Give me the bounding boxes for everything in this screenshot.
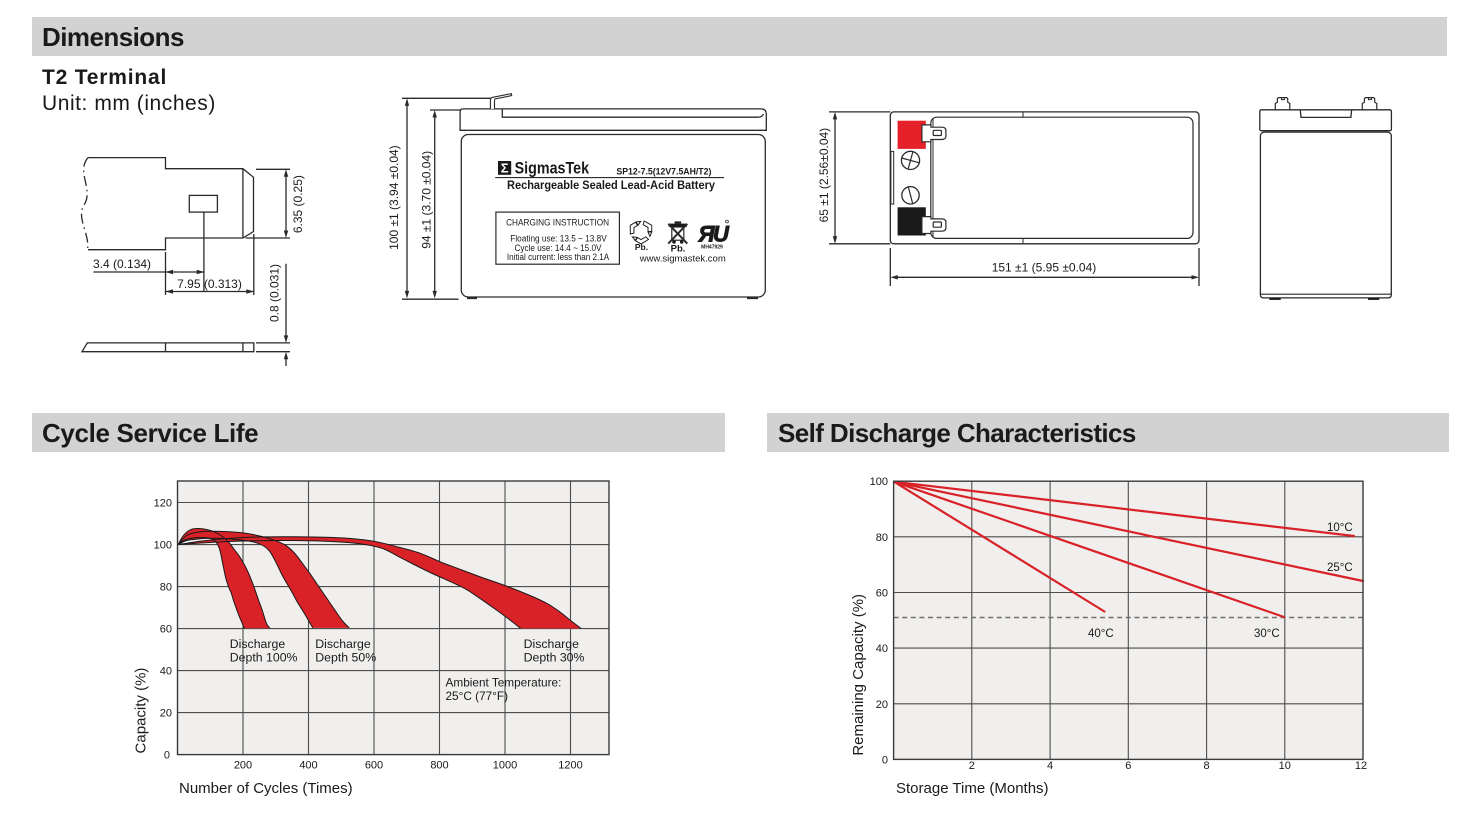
svg-text:100 ±1 (3.94 ±0.04): 100 ±1 (3.94 ±0.04) xyxy=(387,145,401,250)
svg-text:1000: 1000 xyxy=(493,760,517,772)
svg-text:200: 200 xyxy=(234,760,252,772)
svg-text:Depth 100%: Depth 100% xyxy=(230,651,298,665)
svg-text:Cycle use: 14.4 ~ 15.0V: Cycle use: 14.4 ~ 15.0V xyxy=(515,243,602,253)
svg-text:40: 40 xyxy=(876,643,888,655)
svg-text:Rechargeable Sealed Lead-Acid: Rechargeable Sealed Lead-Acid Battery xyxy=(507,180,716,192)
svg-text:3.4 (0.134): 3.4 (0.134) xyxy=(93,257,151,271)
svg-text:10°C: 10°C xyxy=(1327,522,1353,534)
svg-text:Remaining Capacity (%): Remaining Capacity (%) xyxy=(850,594,867,756)
svg-text:100: 100 xyxy=(870,476,888,488)
svg-text:20: 20 xyxy=(160,708,172,720)
svg-text:Discharge: Discharge xyxy=(524,637,580,651)
svg-text:Discharge: Discharge xyxy=(315,637,371,651)
svg-text:2: 2 xyxy=(969,760,975,772)
svg-text:Storage Time (Months): Storage Time (Months) xyxy=(896,780,1049,797)
svg-text:6.35 (0.25): 6.35 (0.25) xyxy=(291,175,305,233)
svg-text:100: 100 xyxy=(154,540,172,552)
svg-text:Depth 30%: Depth 30% xyxy=(524,651,585,665)
svg-text:Number of Cycles (Times): Number of Cycles (Times) xyxy=(179,780,353,797)
svg-text:Σ: Σ xyxy=(501,161,509,176)
svg-text:151 ±1 (5.95 ±0.04): 151 ±1 (5.95 ±0.04) xyxy=(992,261,1097,275)
svg-text:4: 4 xyxy=(1047,760,1053,772)
svg-text:8: 8 xyxy=(1204,760,1210,772)
svg-text:Self Discharge Characteristics: Self Discharge Characteristics xyxy=(778,418,1136,448)
svg-text:CHARGING INSTRUCTION: CHARGING INSTRUCTION xyxy=(506,217,609,227)
svg-text:www.sigmastek.com: www.sigmastek.com xyxy=(639,253,726,264)
svg-text:6: 6 xyxy=(1125,760,1131,772)
svg-text:20: 20 xyxy=(876,699,888,711)
svg-text:Ambient Temperature:: Ambient Temperature: xyxy=(446,676,562,690)
svg-text:400: 400 xyxy=(299,760,317,772)
svg-text:1200: 1200 xyxy=(558,760,582,772)
svg-text:T2 Terminal: T2 Terminal xyxy=(42,66,167,89)
svg-text:12: 12 xyxy=(1355,760,1367,772)
svg-text:94 ±1 (3.70 ±0.04): 94 ±1 (3.70 ±0.04) xyxy=(420,151,434,249)
svg-text:0: 0 xyxy=(882,754,888,766)
svg-text:25°C: 25°C xyxy=(1327,562,1353,574)
svg-text:60: 60 xyxy=(876,588,888,600)
svg-text:Cycle Service Life: Cycle Service Life xyxy=(42,418,258,448)
svg-text:80: 80 xyxy=(876,532,888,544)
svg-text:10: 10 xyxy=(1279,760,1291,772)
svg-text:Floating use: 13.5 ~ 13.8V: Floating use: 13.5 ~ 13.8V xyxy=(510,233,606,243)
svg-text:800: 800 xyxy=(430,760,448,772)
svg-text:Dimensions: Dimensions xyxy=(42,22,184,52)
svg-text:600: 600 xyxy=(365,760,383,772)
svg-text:SP12-7.5(12V7.5AH/T2): SP12-7.5(12V7.5AH/T2) xyxy=(616,167,711,178)
svg-text:40°C: 40°C xyxy=(1088,628,1114,640)
svg-text:Pb.: Pb. xyxy=(671,244,686,255)
svg-text:Depth 50%: Depth 50% xyxy=(315,651,376,665)
svg-text:120: 120 xyxy=(154,498,172,510)
svg-text:60: 60 xyxy=(160,624,172,636)
svg-text:Pb.: Pb. xyxy=(635,242,648,252)
svg-text:7.95 (0.313): 7.95 (0.313) xyxy=(177,277,242,291)
svg-text:Unit: mm (inches): Unit: mm (inches) xyxy=(42,92,216,115)
svg-text:0.8 (0.031): 0.8 (0.031) xyxy=(268,264,282,322)
svg-text:ЯU: ЯU xyxy=(698,222,731,247)
svg-text:40: 40 xyxy=(160,666,172,678)
svg-text:MH47929: MH47929 xyxy=(701,245,723,251)
svg-text:80: 80 xyxy=(160,582,172,594)
svg-text:30°C: 30°C xyxy=(1254,628,1280,640)
svg-text:65 ±1 (2.56±0.04): 65 ±1 (2.56±0.04) xyxy=(817,128,831,223)
svg-text:0: 0 xyxy=(164,750,170,762)
svg-text:SigmasTek: SigmasTek xyxy=(515,159,590,177)
svg-text:25°C (77°F): 25°C (77°F) xyxy=(446,689,509,703)
svg-text:Discharge: Discharge xyxy=(230,637,286,651)
svg-text:Capacity (%): Capacity (%) xyxy=(133,668,150,754)
svg-text:Initial current: less than 2.1: Initial current: less than 2.1A xyxy=(507,252,609,262)
